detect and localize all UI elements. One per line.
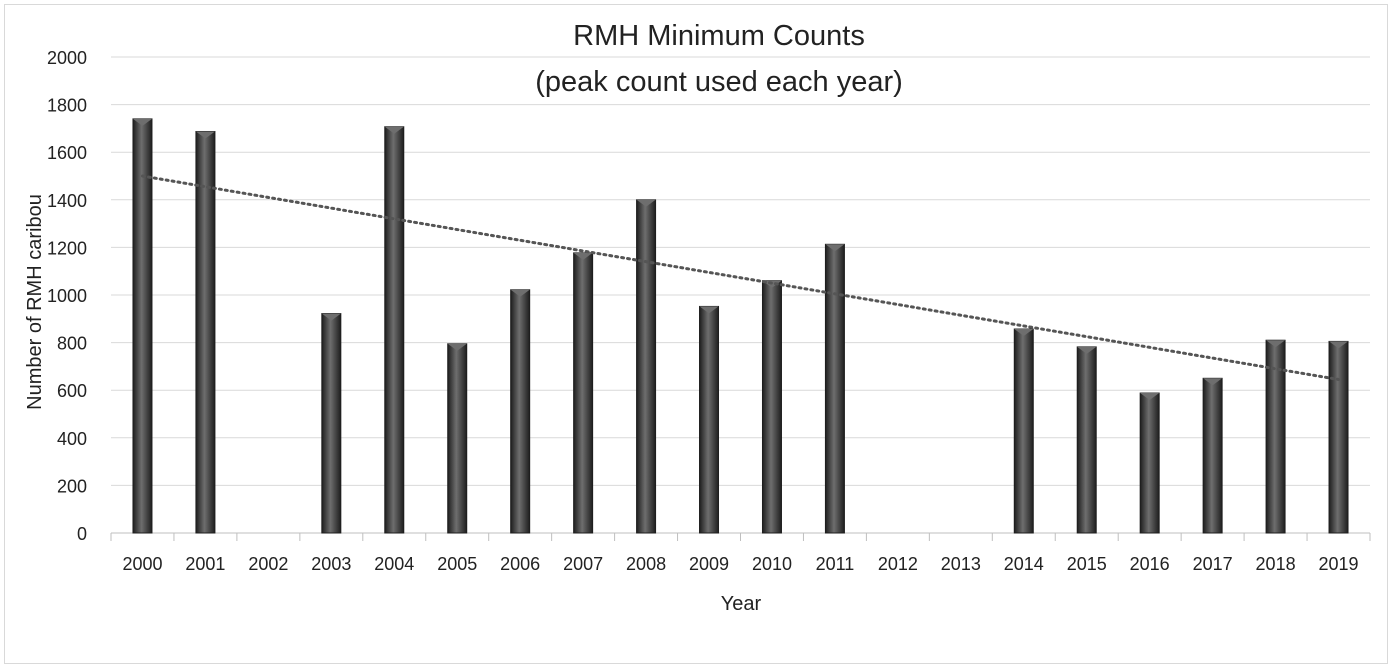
bar-cap [321, 313, 341, 321]
x-tick-label: 2019 [1319, 554, 1359, 574]
gridlines [111, 56, 1370, 534]
y-tick-label: 1600 [47, 143, 87, 163]
x-tick-label: 2014 [1004, 554, 1044, 574]
bar [1328, 340, 1349, 534]
x-tick-label: 2016 [1130, 554, 1170, 574]
bar [195, 130, 216, 534]
bar-cap [384, 126, 404, 134]
bar [1076, 346, 1097, 534]
y-tick-label: 800 [57, 334, 87, 354]
bar [761, 280, 782, 534]
chart-subtitle: (peak count used each year) [535, 66, 903, 98]
y-axis-label: Number of RMH caribou [24, 194, 46, 410]
chart-frame [4, 4, 1388, 664]
y-tick-label: 1000 [47, 286, 87, 306]
trendline-group [140, 174, 1341, 381]
bar [447, 343, 468, 534]
x-tick-label: 2002 [248, 554, 288, 574]
bar-cap [825, 244, 845, 252]
y-axis-ticks: 0 200 400 600 800 1000 1200 1400 1600 1800 2000 [47, 48, 87, 544]
bar-cap [1014, 329, 1034, 337]
bar [636, 199, 657, 534]
x-tick-label: 2004 [374, 554, 414, 574]
x-tick-label: 2006 [500, 554, 540, 574]
x-tick-label: 2011 [816, 554, 855, 574]
y-tick-label: 0 [77, 524, 87, 544]
bar-cap [1077, 346, 1097, 354]
bar-cap [195, 131, 215, 139]
bar [321, 313, 342, 534]
bar [1202, 377, 1223, 534]
bar-cap [636, 199, 656, 207]
x-tick-label: 2000 [122, 554, 162, 574]
x-tick-label: 2015 [1067, 554, 1107, 574]
bar [384, 126, 405, 534]
y-tick-label: 1800 [47, 96, 87, 116]
chart-title: RMH Minimum Counts [573, 20, 865, 52]
x-tick-label: 2012 [878, 554, 918, 574]
bar [132, 118, 153, 534]
x-tick-label: 2017 [1193, 554, 1233, 574]
trendline [140, 174, 1341, 381]
bar-cap [1329, 341, 1349, 349]
bar-cap [1266, 340, 1286, 348]
y-tick-label: 2000 [47, 48, 87, 68]
x-tick-label: 2007 [563, 554, 603, 574]
x-tick-label: 2001 [185, 554, 225, 574]
x-tick-label: 2005 [437, 554, 477, 574]
bar [1139, 392, 1160, 534]
bar [699, 305, 720, 534]
y-tick-label: 1200 [47, 238, 87, 258]
bar [1013, 328, 1034, 534]
x-tick-label: 2009 [689, 554, 729, 574]
y-tick-label: 1400 [47, 191, 87, 211]
bar-cap [447, 343, 467, 351]
x-axis-ticks: 2000 2001 2002 2003 2004 2005 2006 2007 2008 2009… [110, 533, 1371, 574]
y-tick-label: 400 [57, 429, 87, 449]
bar-cap [132, 118, 152, 126]
bar-cap [510, 289, 530, 297]
bar-cap [1140, 393, 1160, 401]
y-tick-label: 600 [57, 381, 87, 401]
x-axis-label: Year [721, 593, 762, 615]
bar-cap [1203, 378, 1223, 386]
bar [510, 289, 531, 534]
bar [573, 252, 594, 534]
bar [824, 243, 845, 534]
bar-cap [573, 252, 593, 260]
bar-cap [699, 306, 719, 314]
x-tick-label: 2008 [626, 554, 666, 574]
bars [132, 118, 1349, 534]
x-tick-label: 2003 [311, 554, 351, 574]
x-tick-label: 2018 [1256, 554, 1296, 574]
x-tick-label: 2013 [941, 554, 981, 574]
x-tick-label: 2010 [752, 554, 792, 574]
y-tick-label: 200 [57, 476, 87, 496]
